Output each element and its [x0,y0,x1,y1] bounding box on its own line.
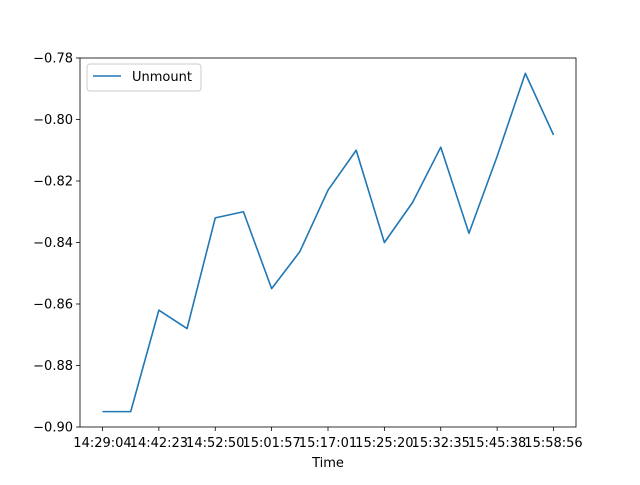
x-axis-label: Time [311,456,344,471]
x-tick-label: 15:58:56 [524,436,582,451]
x-tick-label: 14:42:23 [130,436,188,451]
plot-frame [79,57,577,428]
y-tick-label: −0.80 [33,113,73,128]
x-axis: 14:29:0414:42:2314:52:5015:01:5715:17:01… [73,427,583,451]
legend: Unmount [86,63,202,92]
y-axis: −0.90 −0.88 −0.86 −0.84 −0.82 −0.80 −0.78 [33,52,80,436]
x-tick-label: 15:01:57 [242,436,300,451]
y-tick-label: −0.90 [33,421,73,436]
x-tick-label: 14:52:50 [186,436,244,451]
x-tick-label: 15:45:38 [468,436,526,451]
x-tick-label: 15:32:35 [412,436,470,451]
y-tick-label: −0.78 [33,52,73,67]
y-tick-label: −0.86 [33,298,73,313]
legend-frame [86,63,202,92]
series-layer [102,72,555,413]
x-tick-label: 15:25:20 [355,436,413,451]
y-tick-label: −0.84 [33,236,73,251]
plot-area [80,58,576,427]
x-tick-label: 14:29:04 [73,436,131,451]
x-tick-label: 15:17:01 [299,436,357,451]
legend-series-label: Unmount [132,70,192,85]
y-tick-label: −0.88 [33,359,73,374]
series-line-unmount [102,72,555,413]
y-tick-label: −0.82 [33,175,73,190]
